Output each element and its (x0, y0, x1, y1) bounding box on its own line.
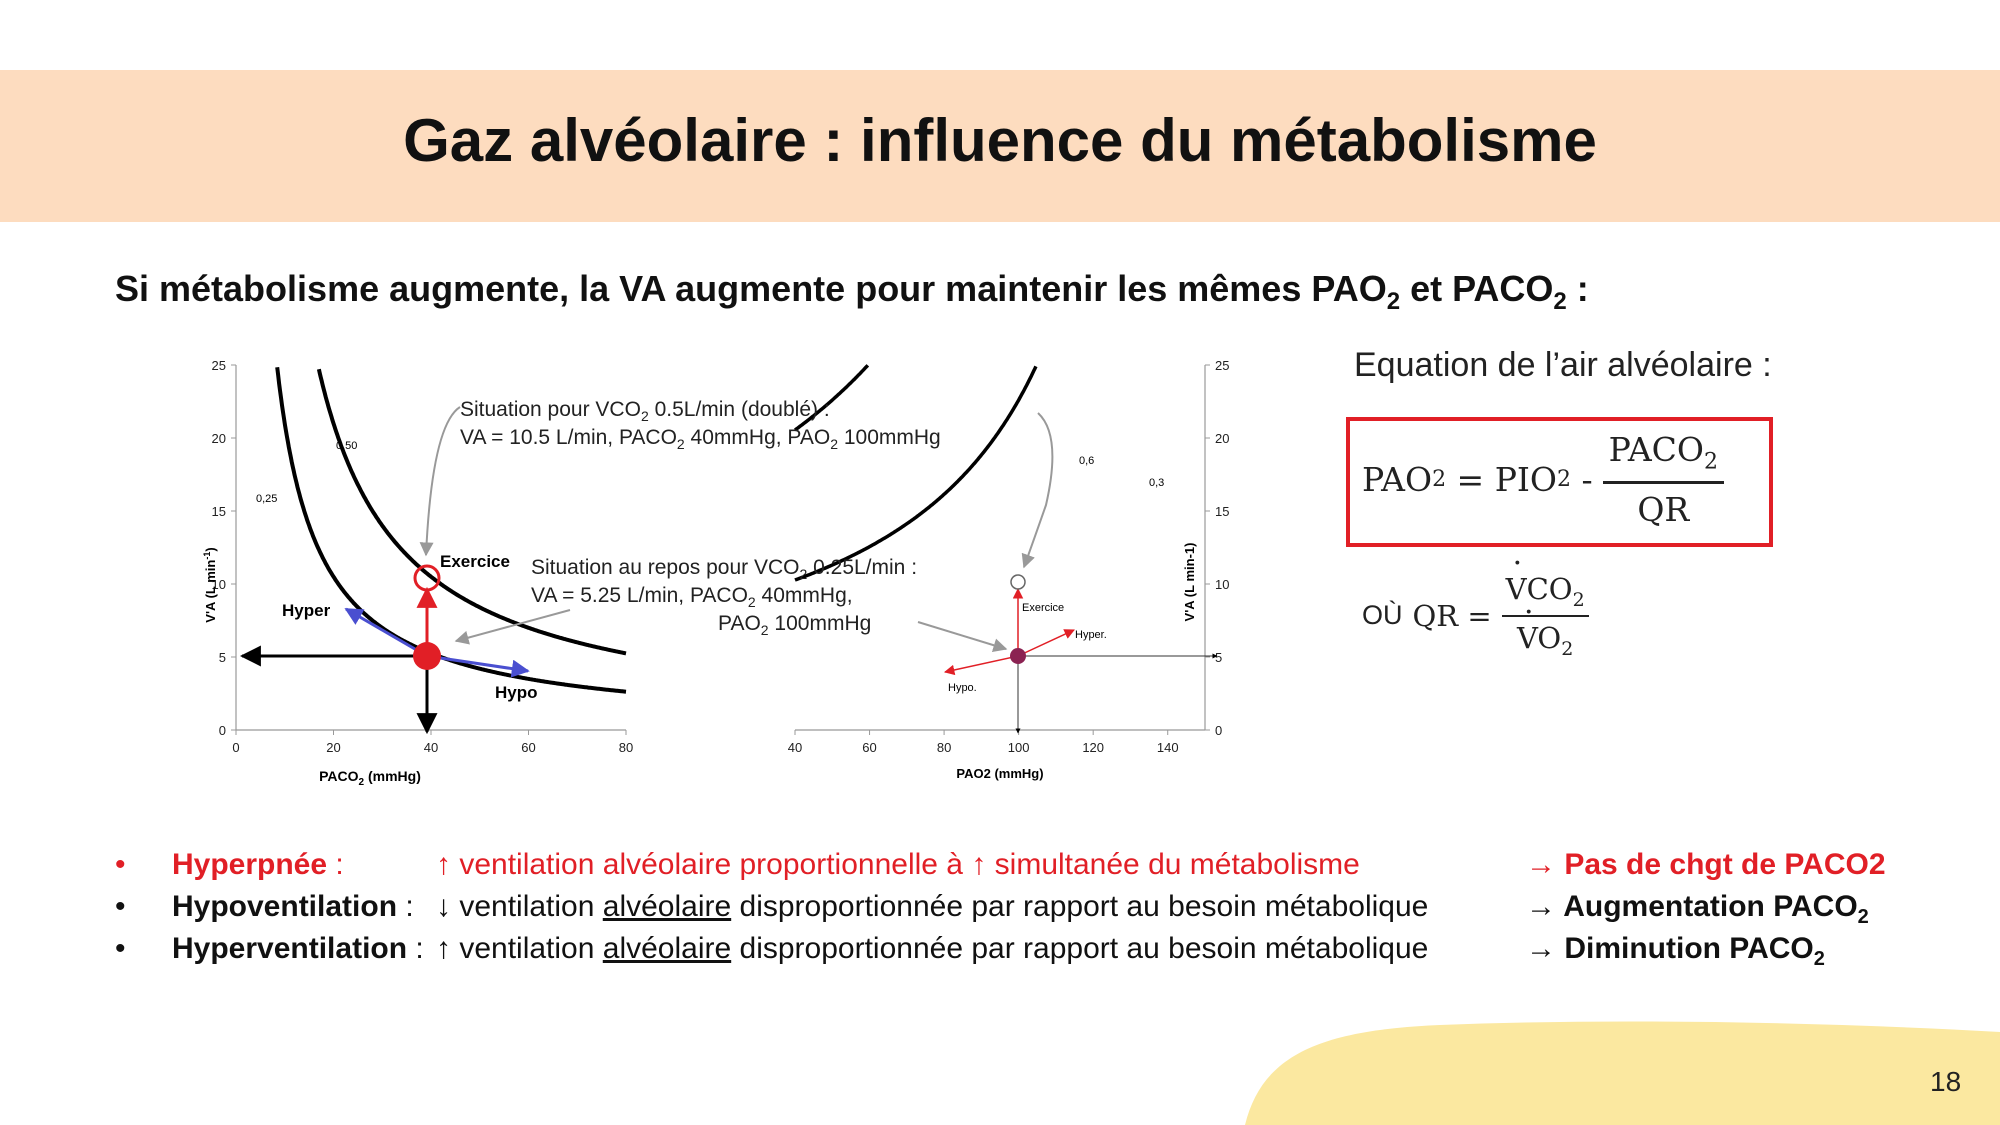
qr-equation: OÙ QR = VCO2 VO2 (1362, 546, 1589, 660)
right-y-tick-label: 10 (1215, 577, 1229, 592)
right-exercise-label: Exercice (1022, 602, 1064, 614)
left-x-tick-label: 60 (521, 740, 535, 755)
right-hyper-arrow (1017, 629, 1075, 657)
qr-fraction: VCO2 VO2 (1501, 546, 1589, 660)
annotation-doubled-arrow-left (419, 406, 461, 557)
page-number: 18 (1930, 1066, 1962, 1097)
left-x-tick-label: 0 (232, 740, 239, 755)
right-curve-label-high: 0,6 (1079, 455, 1094, 467)
right-x-tick-label: 40 (788, 740, 802, 755)
right-curve-label-low: 0,3 (1149, 477, 1164, 489)
right-exercise-point (1010, 574, 1026, 590)
annotation-rest: Situation au repos pour VCO2 0.25L/min :… (454, 556, 1008, 652)
equation-box (1346, 417, 1773, 547)
left-exercise-label: Exercice (440, 552, 510, 571)
chart-right: 0 5 10 15 20 25 40 60 80 100 120 140 V'A (L min-1)… (788, 358, 1230, 781)
left-curve-label-low: 0,25 (256, 493, 277, 505)
title-banner (0, 70, 2000, 222)
right-x-tick-label: 80 (937, 740, 951, 755)
left-x-tick-label: 20 (326, 740, 340, 755)
left-x-tick-label: 80 (619, 740, 633, 755)
left-y-tick-label: 0 (219, 723, 226, 738)
svg-text:Situation au repos pour VCO2 0: Situation au repos pour VCO2 0.25L/min : (531, 556, 917, 582)
right-x-tick-label: 100 (1008, 740, 1030, 755)
svg-text:VA = 10.5 L/min, PACO2 40mmHg,: VA = 10.5 L/min, PACO2 40mmHg, PAO2 100m… (460, 426, 941, 452)
left-y-tick-label: 5 (219, 650, 226, 665)
annotation-rest-arrow-right (917, 621, 1008, 652)
svg-text:Situation pour VCO2 0.5L/min (: Situation pour VCO2 0.5L/min (doublé) : (460, 398, 830, 424)
right-hyper-label: Hyper. (1075, 629, 1107, 641)
left-rest-point (413, 642, 441, 670)
equation-title: Equation de l’air alvéolaire : (1354, 346, 1772, 384)
right-x-label: PAO2 (mmHg) (956, 766, 1043, 781)
left-y-tick-label: 10 (212, 577, 226, 592)
svg-text:PAO2 100mmHg: PAO2 100mmHg (718, 612, 871, 638)
right-y-tick-label: 20 (1215, 431, 1229, 446)
annotation-rest-arrow-left (454, 609, 571, 645)
left-hypo-arrow (426, 654, 530, 678)
left-x-tick-label: 40 (424, 740, 438, 755)
annotation-doubled-arrow-right (1021, 412, 1054, 569)
ventilation-charts: 0 5 10 15 20 25 0 20 40 60 80 V'A (L min-1) PACO2… (202, 358, 1230, 788)
annotation-doubled: Situation pour VCO2 0.5L/min (doublé) : … (419, 398, 1054, 569)
right-y-tick-label: 15 (1215, 504, 1229, 519)
left-hypo-label: Hypo (495, 683, 538, 702)
left-hyper-arrow (344, 607, 428, 658)
left-curve-050 (316, 368, 627, 656)
right-hypo-label: Hypo. (948, 682, 977, 694)
right-x-tick-label: 60 (862, 740, 876, 755)
yellow-blob-shape (1245, 1021, 2000, 1125)
chart-left: 0 5 10 15 20 25 0 20 40 60 80 V'A (L min-1) PACO2… (202, 358, 633, 788)
left-x-label: PACO2 (mmHg) (319, 768, 421, 788)
right-y-label: V'A (L min-1) (1182, 543, 1197, 622)
slide-subtitle: Si métabolisme augmente, la VA augmente … (115, 268, 1589, 316)
equation-fraction: PACO2 QR (1602, 430, 1724, 529)
right-rest-point (1010, 648, 1026, 664)
alveolar-equation: PAO 2 = PIO 2 - PACO2 QR (1362, 430, 1724, 529)
left-curve-label-high: 0.50 (336, 440, 357, 452)
right-hypo-arrow (943, 655, 1019, 676)
left-y-tick-label: 15 (212, 504, 226, 519)
left-y-tick-label: 20 (212, 431, 226, 446)
svg-text:VA = 5.25 L/min, PACO2 40mmHg,: VA = 5.25 L/min, PACO2 40mmHg, (531, 584, 853, 610)
right-x-tick-label: 140 (1157, 740, 1179, 755)
left-hyper-label: Hyper (282, 601, 331, 620)
right-x-tick-label: 120 (1082, 740, 1104, 755)
right-curve-03 (794, 365, 1038, 582)
left-y-label: V'A (L min-1) (202, 547, 218, 622)
slide-title: Gaz alvéolaire : influence du métabolism… (403, 107, 1597, 174)
right-curve-06 (793, 364, 870, 432)
right-y-tick-label: 0 (1215, 723, 1222, 738)
right-y-tick-label: 5 (1215, 650, 1222, 665)
left-y-tick-label: 25 (212, 358, 226, 373)
left-exercise-point (413, 564, 441, 592)
right-y-tick-label: 25 (1215, 358, 1229, 373)
